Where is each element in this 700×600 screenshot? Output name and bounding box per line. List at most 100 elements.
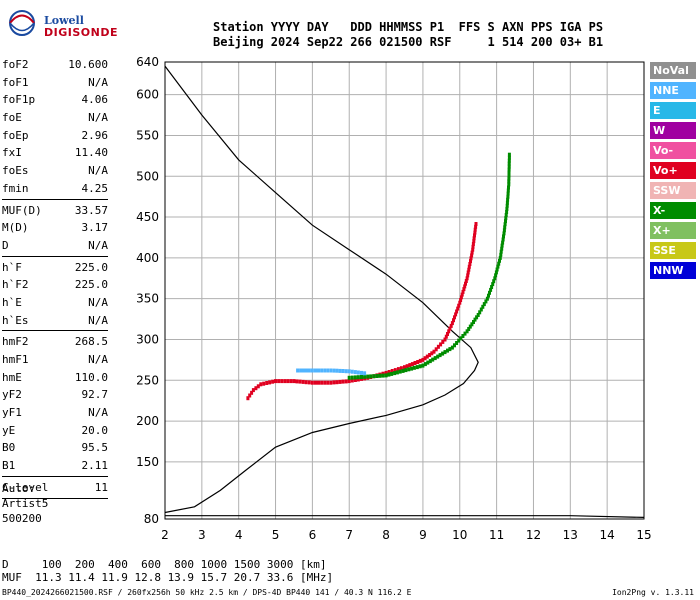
trace-point	[356, 370, 360, 375]
x-tick-label: 6	[309, 528, 317, 542]
x-tick-label: 9	[419, 528, 427, 542]
trace-point	[317, 380, 320, 385]
param-row: fxI 11.40	[2, 144, 108, 162]
version-label: Ion2Png v. 1.3.11	[612, 588, 694, 597]
param-row: foF2 10.600	[2, 56, 108, 74]
trace-point	[507, 158, 511, 163]
param-name: M(D)	[2, 221, 29, 235]
trace-point	[441, 351, 445, 356]
y-tick-label: 150	[136, 455, 159, 469]
x-tick-label: 14	[600, 528, 615, 542]
trace-point	[274, 379, 277, 384]
x-tick-label: 2	[161, 528, 169, 542]
trace-point	[459, 295, 463, 300]
polarization-legend: NoVal NNE E W Vo- Vo+ SSW X- X+ SSE NNW	[650, 62, 696, 282]
trace-point	[506, 188, 510, 193]
trace-point	[484, 299, 488, 304]
param-value: 3.17	[81, 221, 109, 235]
trace-point	[507, 170, 511, 175]
trace-point	[277, 379, 281, 384]
param-name: B1	[2, 459, 16, 473]
param-value: 110.0	[74, 370, 108, 384]
trace-point	[468, 262, 472, 266]
param-row: hmF2 268.5	[2, 333, 108, 351]
param-value: 92.7	[81, 388, 109, 402]
trace-point	[407, 367, 411, 372]
param-name: h`E	[2, 295, 22, 309]
distance-row: D 100 200 400 600 800 1000 1500 3000 [km…	[2, 558, 327, 571]
legend-item: Vo-	[650, 142, 696, 159]
param-value: 33.57	[74, 203, 108, 217]
trace-point	[326, 380, 330, 385]
trace-point	[430, 351, 434, 356]
trace-point	[335, 368, 339, 373]
param-name: foF1p	[2, 93, 36, 107]
param-name: B0	[2, 441, 16, 455]
trace-point	[469, 259, 472, 264]
trace-point	[307, 368, 311, 373]
trace-point	[506, 194, 510, 199]
trace-point	[399, 366, 403, 371]
param-value: 225.0	[74, 278, 108, 292]
trace-point	[378, 373, 382, 378]
param-value: 2.96	[81, 128, 109, 142]
trace-point	[499, 252, 503, 257]
profile-curve	[165, 515, 645, 518]
trace-point	[350, 378, 354, 383]
trace-point	[467, 267, 471, 272]
station-header: Station YYYY DAY DDD HHMMSS P1 FFS S AXN…	[213, 20, 603, 50]
trace-point	[395, 370, 399, 375]
trace-point	[268, 380, 272, 385]
trace-point	[468, 324, 472, 329]
trace-point	[461, 289, 465, 294]
trace-point	[448, 326, 452, 331]
trace-point	[314, 368, 317, 373]
param-row: yF2 92.7	[2, 386, 108, 404]
legend-item: E	[650, 102, 696, 119]
trace-point	[298, 379, 302, 384]
trace-point	[482, 302, 486, 307]
trace-point	[504, 219, 507, 224]
param-value: N/A	[88, 238, 108, 252]
legend-item: SSW	[650, 182, 696, 199]
parameter-panel: foF2 10.600 foF1 N/A foF1p 4.06 foE N/A foEp 2.96…	[2, 56, 108, 501]
param-name: fxI	[2, 146, 22, 160]
param-name: foE	[2, 111, 22, 125]
trace-point	[304, 380, 308, 385]
trace-point	[505, 203, 509, 208]
trace-point	[381, 373, 385, 378]
trace-point	[459, 298, 463, 302]
trace-point	[479, 307, 483, 312]
trace-point	[497, 261, 501, 266]
y-tick-label: 80	[144, 512, 159, 526]
y-tick-label: 300	[136, 332, 159, 346]
trace-point	[507, 152, 511, 157]
param-row: yE 20.0	[2, 422, 108, 440]
trace-point	[256, 384, 260, 389]
param-row: foF1p 4.06	[2, 91, 108, 109]
trace-point	[464, 279, 468, 283]
param-value: 2.11	[81, 459, 109, 473]
trace-point	[474, 224, 478, 229]
trace-point	[507, 182, 511, 187]
param-value: N/A	[88, 164, 108, 178]
param-name: foEs	[2, 164, 29, 178]
digisonde-logo: Lowell DIGISONDE	[4, 6, 117, 40]
param-value: N/A	[88, 295, 108, 309]
trace-point	[421, 357, 425, 362]
trace-point	[462, 287, 466, 292]
trace-point	[302, 368, 305, 373]
trace-point	[471, 244, 475, 249]
param-row: B1 2.11	[2, 457, 108, 475]
param-separator	[2, 198, 108, 200]
legend-item: NNW	[650, 262, 696, 279]
trace-point	[401, 368, 405, 373]
trace-point	[410, 362, 414, 367]
trace-point	[457, 303, 461, 308]
trace-point	[310, 380, 314, 385]
trace-point	[443, 337, 447, 342]
trace-point	[466, 273, 470, 278]
trace-point	[350, 369, 354, 374]
trace-point	[502, 228, 506, 233]
trace-point	[470, 250, 474, 255]
